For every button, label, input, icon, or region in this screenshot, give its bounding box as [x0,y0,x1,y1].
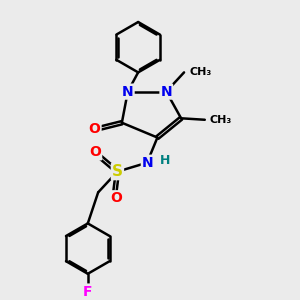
Text: O: O [110,191,122,205]
Text: S: S [112,164,123,179]
Text: N: N [142,156,153,170]
Text: N: N [122,85,134,99]
Text: N: N [160,85,172,99]
Text: CH₃: CH₃ [190,68,212,77]
Text: CH₃: CH₃ [209,115,232,125]
Text: H: H [160,154,170,167]
Text: O: O [89,122,100,136]
Text: F: F [83,284,93,298]
Text: O: O [89,145,101,159]
